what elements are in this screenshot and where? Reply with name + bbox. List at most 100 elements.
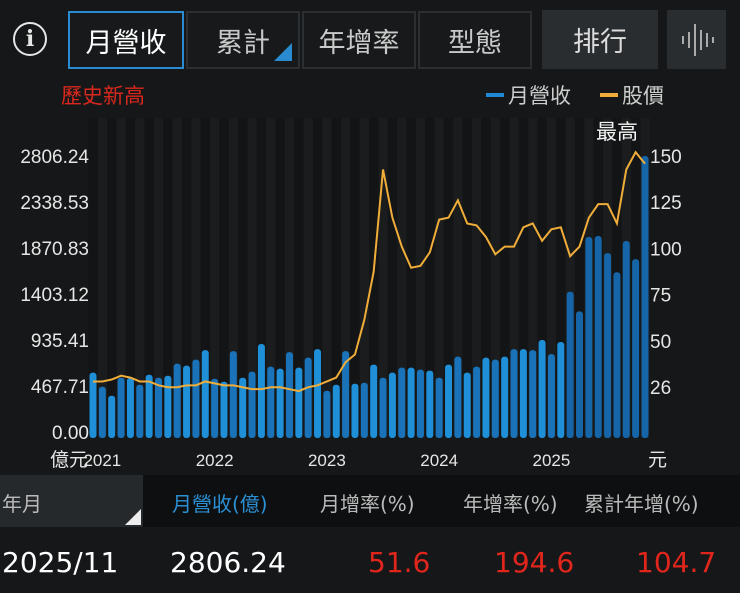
bg-stripe bbox=[294, 118, 304, 438]
x-axis-tick: 2024 bbox=[420, 451, 458, 470]
bg-stripe bbox=[546, 118, 557, 438]
bg-stripe bbox=[181, 118, 192, 438]
legend-revenue: 月營收 bbox=[486, 80, 571, 110]
revenue-bar bbox=[379, 377, 387, 438]
revenue-bar bbox=[370, 364, 378, 438]
bg-stripe bbox=[481, 118, 491, 438]
revenue-bar bbox=[220, 381, 228, 438]
revenue-bar bbox=[192, 359, 200, 438]
revenue-bar bbox=[239, 377, 247, 438]
right-axis-unit: 元 bbox=[648, 449, 667, 471]
revenue-bar bbox=[332, 384, 340, 438]
tab-label: 年增率 bbox=[318, 27, 400, 59]
revenue-bar bbox=[529, 350, 537, 438]
revenue-bar bbox=[145, 374, 153, 438]
revenue-bar bbox=[538, 340, 546, 438]
bg-stripe bbox=[518, 118, 529, 438]
right-axis-tick: 50 bbox=[650, 332, 671, 353]
tab-monthly-revenue[interactable]: 月營收 bbox=[68, 11, 184, 69]
revenue-bar bbox=[398, 367, 406, 438]
bg-stripe bbox=[556, 118, 566, 438]
bg-stripe bbox=[144, 118, 154, 438]
bg-stripe bbox=[97, 118, 108, 438]
revenue-bar bbox=[248, 371, 256, 438]
bg-stripe bbox=[369, 118, 379, 438]
header-mom[interactable]: 月增率(%) bbox=[320, 492, 415, 516]
bg-stripe bbox=[135, 118, 145, 438]
bg-stripe bbox=[210, 118, 220, 438]
bg-stripe bbox=[537, 118, 547, 438]
bg-stripe bbox=[88, 118, 98, 438]
revenue-bar bbox=[482, 357, 490, 438]
bg-stripe bbox=[322, 118, 332, 438]
bg-stripe bbox=[406, 118, 416, 438]
bg-stripe bbox=[238, 118, 248, 438]
revenue-bar bbox=[257, 344, 265, 438]
revenue-bar bbox=[351, 383, 359, 438]
header-yoy[interactable]: 年增率(%) bbox=[463, 492, 558, 516]
revenue-bar bbox=[117, 377, 125, 438]
revenue-bar bbox=[445, 364, 453, 438]
rank-label: 排行 bbox=[573, 27, 627, 58]
revenue-bar bbox=[126, 377, 134, 438]
revenue-bar bbox=[585, 237, 593, 438]
revenue-bar bbox=[604, 253, 612, 438]
revenue-bar bbox=[360, 382, 368, 438]
tab-cumulative[interactable]: 累計 bbox=[186, 11, 300, 69]
left-axis-tick: 935.41 bbox=[31, 331, 89, 352]
revenue-bar bbox=[473, 366, 481, 438]
revenue-bar bbox=[201, 350, 209, 438]
bg-stripe bbox=[153, 118, 164, 438]
bg-stripe bbox=[172, 118, 182, 438]
revenue-bar bbox=[108, 395, 116, 438]
tab-label: 型態 bbox=[448, 27, 502, 59]
left-axis-unit: 億元 bbox=[50, 449, 88, 471]
peak-label: 最高 bbox=[596, 120, 638, 144]
rank-button[interactable]: 排行 bbox=[542, 10, 658, 69]
waveform-button[interactable] bbox=[667, 10, 726, 69]
left-axis-tick: 1403.12 bbox=[20, 285, 89, 306]
bg-stripe bbox=[425, 118, 435, 438]
waveform-icon bbox=[681, 23, 714, 56]
bg-stripe bbox=[228, 118, 239, 438]
revenue-bar bbox=[136, 384, 144, 438]
header-year-month: 年月 bbox=[2, 492, 42, 516]
revenue-bar bbox=[276, 368, 284, 438]
revenue-bar bbox=[173, 363, 181, 438]
header-revenue[interactable]: 月營收(億) bbox=[172, 492, 268, 516]
bg-stripe bbox=[163, 118, 173, 438]
tab-pattern[interactable]: 型態 bbox=[418, 11, 532, 69]
x-axis-tick: 2023 bbox=[308, 451, 346, 470]
revenue-bar bbox=[501, 356, 509, 438]
revenue-bar bbox=[388, 372, 396, 438]
revenue-chart: 2806.24 2338.53 1870.83 1403.12 935.41 467.71… bbox=[20, 118, 682, 471]
bg-stripe bbox=[275, 118, 285, 438]
tab-yoy[interactable]: 年增率 bbox=[302, 11, 416, 69]
bg-stripe bbox=[378, 118, 388, 438]
bg-stripe bbox=[462, 118, 472, 438]
header-cumulative-yoy[interactable]: 累計年增(%) bbox=[584, 492, 699, 516]
revenue-bar bbox=[285, 352, 293, 438]
bg-stripe bbox=[359, 118, 370, 438]
year-month-header-cell[interactable]: 年月 bbox=[0, 475, 143, 527]
sort-corner-icon bbox=[125, 509, 141, 525]
revenue-bar bbox=[491, 359, 499, 438]
bg-stripe bbox=[471, 118, 482, 438]
revenue-bar bbox=[613, 272, 621, 438]
bg-stripe bbox=[256, 118, 267, 438]
info-icon[interactable]: i bbox=[13, 22, 47, 56]
revenue-bar bbox=[295, 367, 303, 438]
bg-stripe bbox=[247, 118, 257, 438]
bg-stripe bbox=[453, 118, 463, 438]
bg-stripe bbox=[284, 118, 295, 438]
bg-stripe bbox=[200, 118, 210, 438]
right-axis-tick: 150 bbox=[650, 147, 682, 168]
revenue-bar bbox=[304, 357, 312, 438]
bg-stripe bbox=[500, 118, 510, 438]
revenue-bar bbox=[454, 356, 462, 438]
cell-yoy: 194.6 bbox=[494, 546, 575, 579]
bg-stripe bbox=[116, 118, 126, 438]
revenue-bar bbox=[519, 349, 527, 438]
revenue-bar bbox=[229, 351, 237, 438]
price-line bbox=[93, 150, 646, 393]
